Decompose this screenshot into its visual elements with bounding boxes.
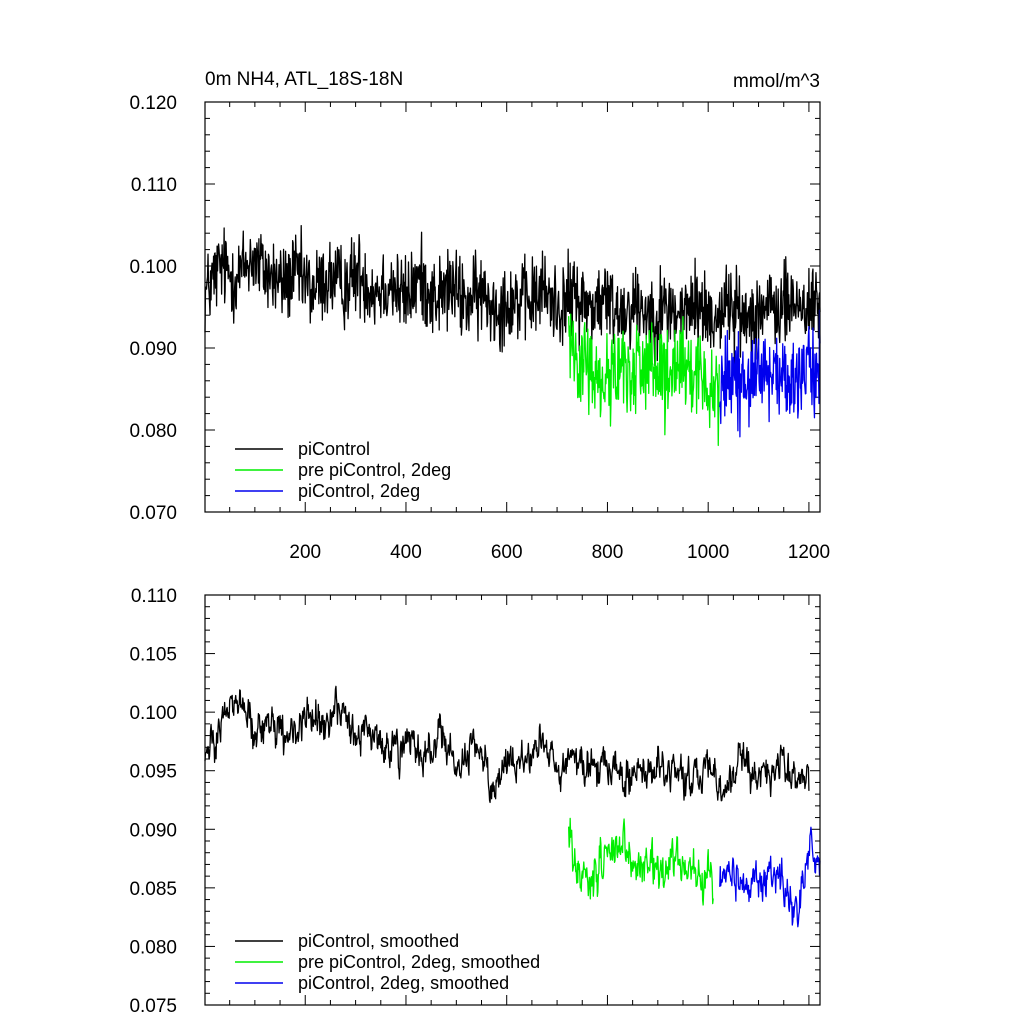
y-tick-label: 0.090 <box>129 820 177 841</box>
top-plot-frame <box>204 101 821 513</box>
legend-label-pre-picontrol-2deg-smoothed: pre piControl, 2deg, smoothed <box>298 952 540 972</box>
legend-label-picontrol-smoothed: piControl, smoothed <box>298 931 459 951</box>
y-tick-label: 0.090 <box>129 339 177 360</box>
bottom-y-tick-labels: 0.075 0.080 0.085 0.090 0.095 0.100 0.105 0.110 <box>129 586 177 1017</box>
y-tick-label: 0.085 <box>129 879 177 900</box>
y-tick-label: 0.080 <box>129 421 177 442</box>
legend-label-picontrol-2deg: piControl, 2deg <box>298 481 420 501</box>
y-tick-label: 0.100 <box>129 703 177 724</box>
y-tick-label: 0.120 <box>129 93 177 114</box>
x-tick-label: 1200 <box>788 542 830 563</box>
bottom-legend: piControl, smoothed pre piControl, 2deg,… <box>235 931 540 993</box>
y-tick-label: 0.110 <box>131 586 177 607</box>
legend-label-picontrol-2deg-smoothed: piControl, 2deg, smoothed <box>298 973 509 993</box>
x-tick-label: 200 <box>289 542 321 563</box>
y-tick-label: 0.110 <box>131 175 177 196</box>
top-title-left: 0m NH4, ATL_18S-18N <box>205 69 403 90</box>
y-tick-label: 0.100 <box>129 257 177 278</box>
y-tick-label: 0.105 <box>129 645 177 666</box>
y-tick-label: 0.095 <box>129 762 177 783</box>
y-tick-label: 0.080 <box>129 937 177 958</box>
top-x-tick-labels: 200 400 600 800 1000 1200 <box>289 542 830 563</box>
top-title-right: mmol/m^3 <box>733 71 820 92</box>
series-line-picontrol-smoothed <box>204 685 810 804</box>
top-legend: piControl pre piControl, 2deg piControl,… <box>235 439 451 501</box>
series-line-pre-picontrol-2deg-smoothed <box>568 817 714 906</box>
y-tick-label: 0.075 <box>129 996 177 1017</box>
x-tick-label: 600 <box>491 542 523 563</box>
series-line-picontrol-2deg <box>719 309 821 438</box>
x-tick-label: 400 <box>390 542 422 563</box>
top-panel: 0m NH4, ATL_18S-18N mmol/m^3 0.0700.0800… <box>129 69 830 563</box>
bottom-panel: 0.075 0.080 0.085 0.090 0.095 0.100 0.105 0.110… <box>129 586 821 1017</box>
x-tick-label: 1000 <box>687 542 729 563</box>
bottom-plot-frame <box>204 594 821 1006</box>
bottom-series-lines <box>204 685 821 928</box>
top-series-lines <box>204 224 821 447</box>
series-line-picontrol-2deg-smoothed <box>719 826 821 928</box>
legend-label-pre-picontrol-2deg: pre piControl, 2deg <box>298 460 451 480</box>
series-line-picontrol <box>204 224 821 367</box>
top-y-tick-labels: 0.070 0.080 0.090 0.100 0.110 0.120 <box>129 93 177 524</box>
x-tick-label: 800 <box>592 542 624 563</box>
series-line-pre-picontrol-2deg <box>568 313 720 447</box>
y-tick-label: 0.070 <box>129 503 177 524</box>
bottom-ticks <box>205 594 820 1006</box>
legend-label-picontrol: piControl <box>298 439 370 459</box>
top-ticks <box>205 101 820 513</box>
